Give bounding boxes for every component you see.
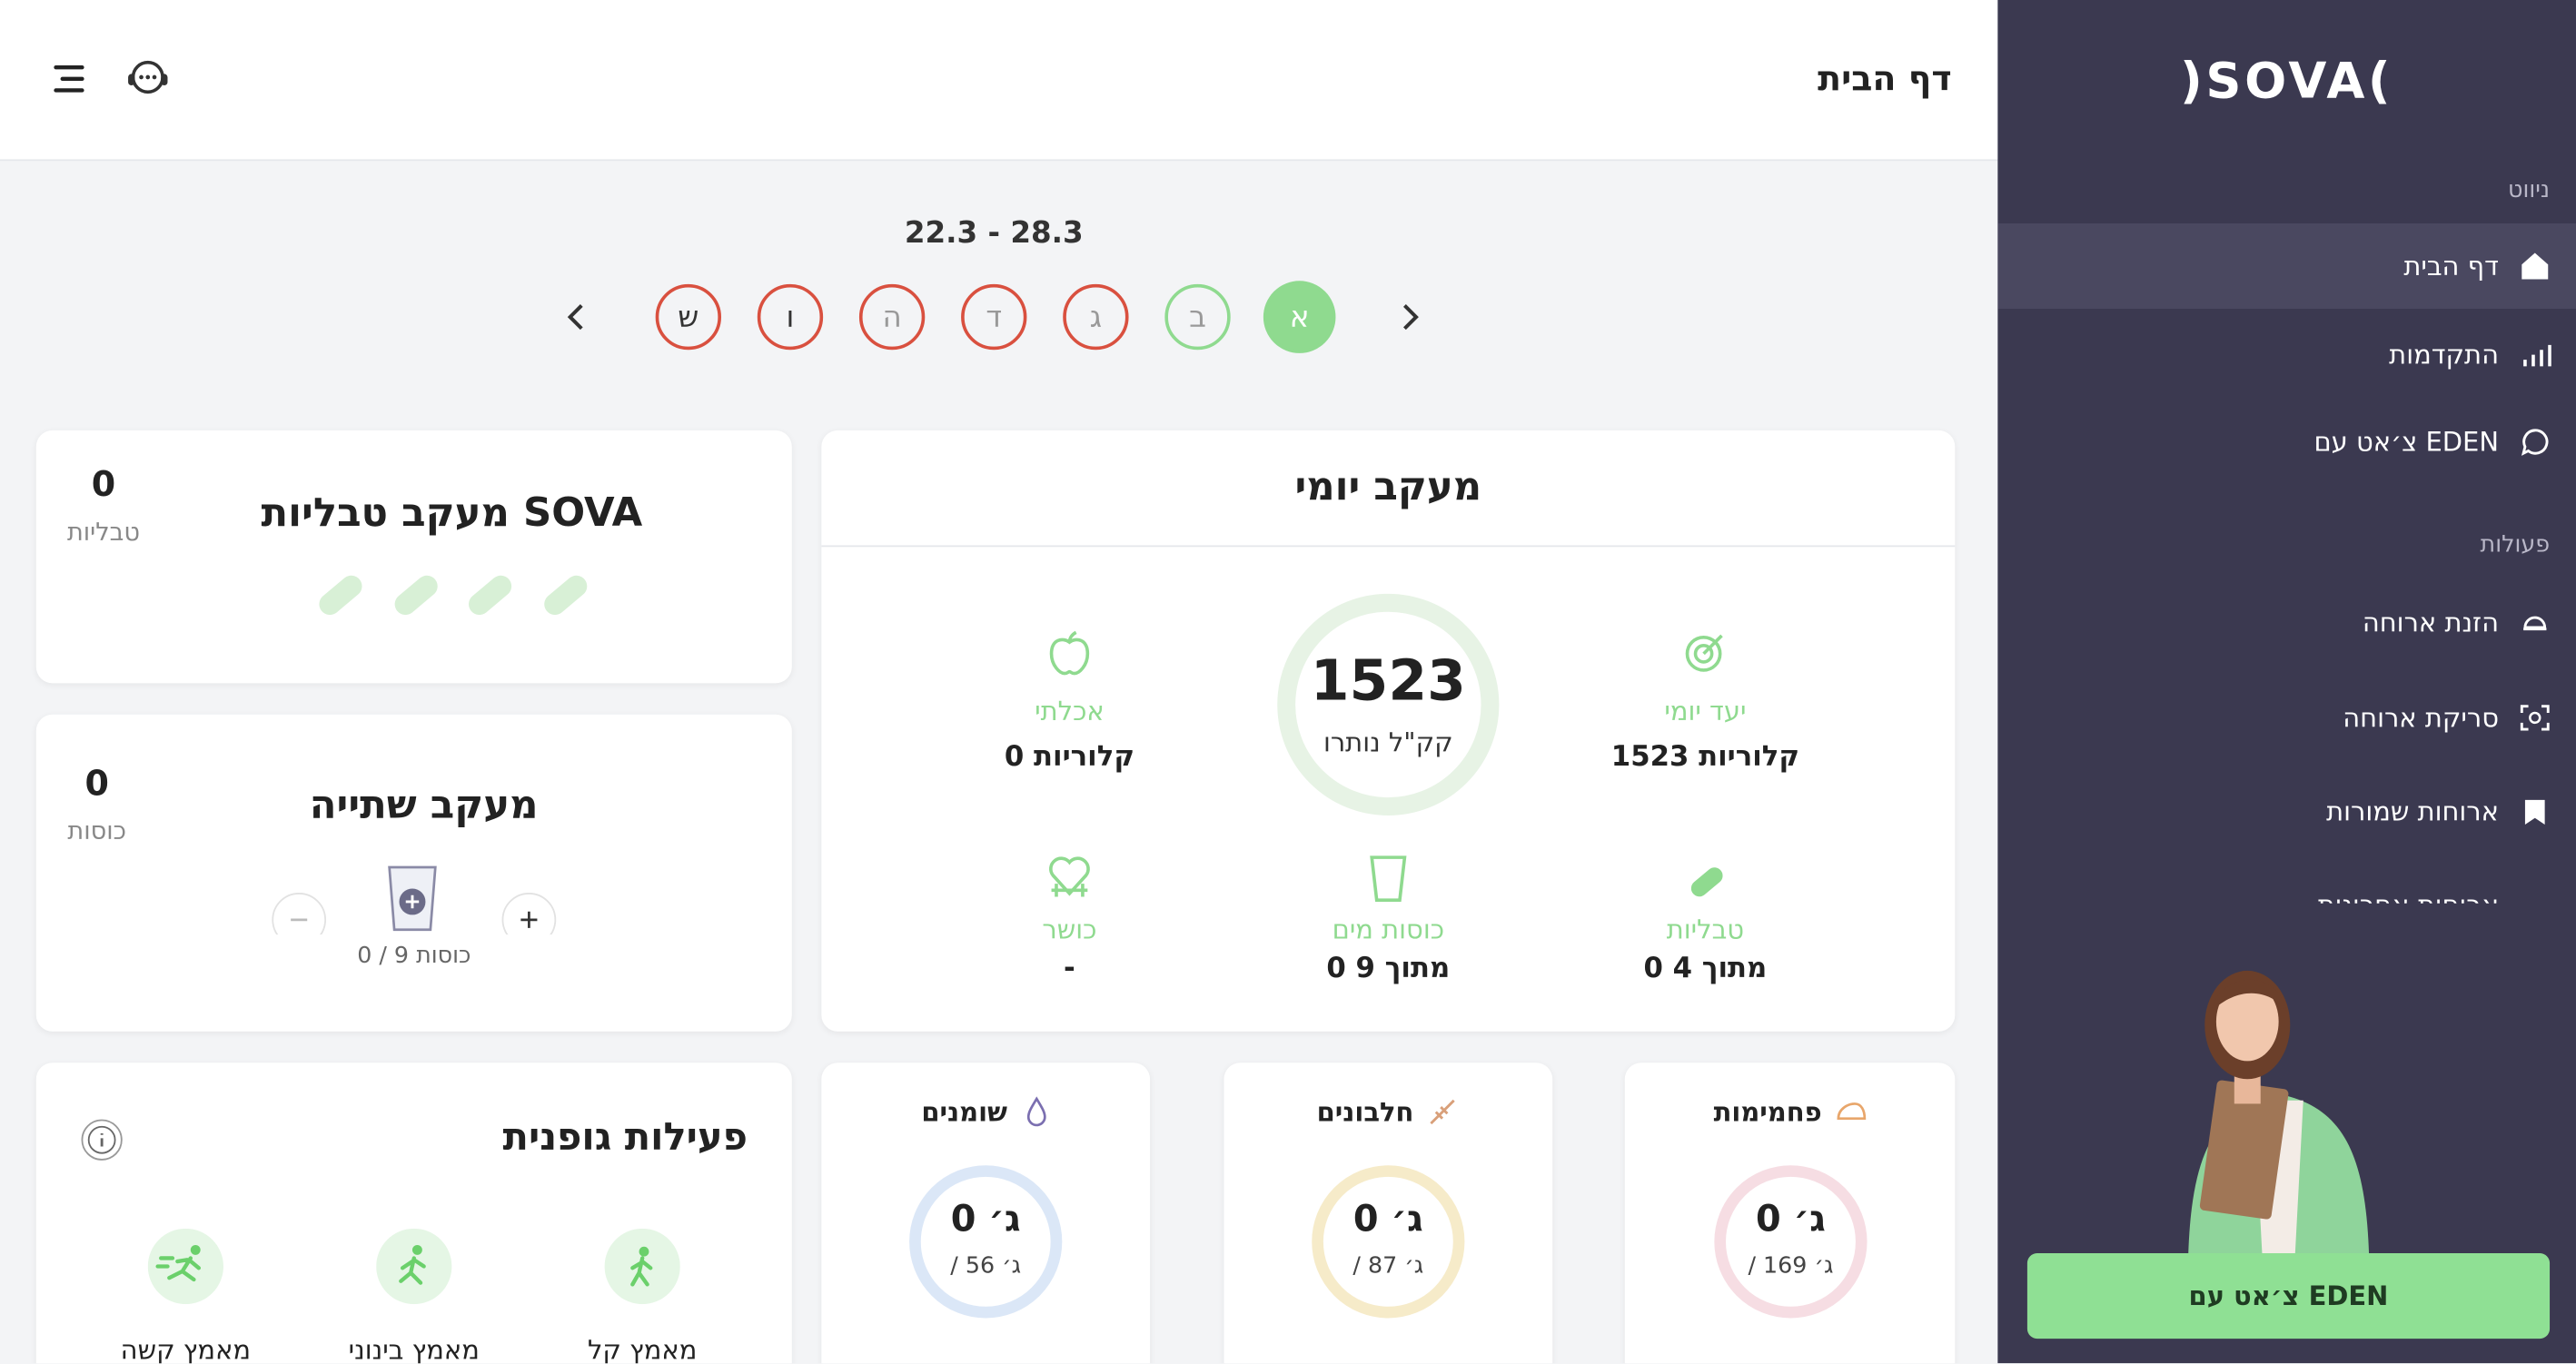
activity-card: פעילות גופנית מאמץ קל מאמץ בינוני מאמץ ק… — [35, 1063, 792, 1364]
support-icon[interactable] — [124, 55, 173, 102]
macro-card: חלבונים 0 ג׳ / 87 ג׳ — [1224, 1063, 1553, 1364]
fitness-label: כושר — [1042, 914, 1097, 945]
macro-ring — [1312, 1165, 1465, 1319]
day[interactable]: ו — [757, 283, 824, 351]
divider — [821, 545, 1956, 548]
day[interactable]: ש — [655, 283, 722, 351]
add-glass[interactable] — [384, 863, 440, 935]
drinks-count: 0 — [84, 764, 109, 804]
week-range: 22.3 - 28.3 — [904, 215, 1084, 251]
section-heading: ניווט — [2508, 177, 2551, 204]
pills-unit: טבליות — [66, 517, 140, 548]
eaten-label: אכלתי — [1035, 695, 1105, 727]
medium-icon[interactable] — [376, 1228, 452, 1305]
card-title: מעקב יומי — [1294, 463, 1482, 509]
card-title: פעילות גופנית — [502, 1116, 748, 1160]
light-icon[interactable] — [604, 1228, 680, 1305]
chat-button[interactable]: צ׳אט עם EDEN — [2026, 1253, 2551, 1339]
water-label: כוסות מים — [1332, 914, 1445, 945]
pills-value: 0 מתוך 4 — [1643, 953, 1768, 986]
pill-slots[interactable] — [312, 568, 595, 621]
goal-icon — [1685, 634, 1723, 672]
macro-value: 0 ג׳ — [1755, 1200, 1826, 1241]
minus-button[interactable] — [270, 863, 342, 935]
drinks-unit: כוסות — [67, 815, 126, 846]
page-title: דף הבית — [1818, 59, 1952, 99]
apple-icon — [1049, 630, 1090, 676]
calorie-ring — [1277, 593, 1500, 816]
activity-level: מאמץ קשה — [120, 1334, 252, 1364]
card-title: מעקב שתייה — [309, 781, 539, 828]
protein-icon — [1430, 1099, 1455, 1125]
active-row — [1997, 222, 2576, 310]
macro-card: שומנים 0 ג׳ / 56 ג׳ — [821, 1063, 1151, 1364]
macro-target: / 169 ג׳ — [1748, 1253, 1834, 1280]
pills-label: טבליות — [1666, 914, 1745, 945]
fitness-value: - — [1064, 953, 1075, 986]
goal-value: 1523 קלוריות — [1610, 740, 1800, 774]
hard-icon[interactable] — [147, 1228, 223, 1305]
macro-name: שומנים — [921, 1096, 1007, 1128]
drinks-progress: 0 / 9 כוסות — [357, 943, 471, 970]
action-item[interactable]: ארוחות שמורות — [2326, 796, 2499, 827]
macro-card: פחמימות 0 ג׳ / 169 ג׳ — [1624, 1063, 1956, 1364]
section-heading: פעולות — [2480, 532, 2551, 558]
action-item[interactable]: ארוחות אחרונות — [2317, 889, 2499, 903]
fitness-icon — [1049, 856, 1090, 897]
info-icon[interactable] — [81, 1119, 124, 1161]
chat-button-label: צ׳אט עם EDEN — [2188, 1280, 2389, 1312]
nav-item[interactable]: התקדמות — [2389, 339, 2499, 371]
macro-ring — [1714, 1165, 1868, 1319]
drinks-card: מעקב שתייה 0 כוסות 0 / 9 כוסות — [35, 714, 792, 1032]
macro-name: חלבונים — [1316, 1096, 1414, 1128]
card-title: מעקב טבליות SOVA — [261, 489, 643, 536]
pills-count: 0 — [91, 464, 116, 505]
macro-target: / 87 ג׳ — [1352, 1253, 1424, 1280]
logo[interactable]: )SOVA( — [2179, 53, 2394, 112]
macro-value: 0 ג׳ — [1352, 1200, 1423, 1241]
macro-value: 0 ג׳ — [950, 1200, 1021, 1241]
action-item[interactable]: הזנת ארוחה — [2362, 607, 2499, 638]
day[interactable]: ג — [1063, 283, 1129, 351]
meal-icon — [2523, 616, 2547, 631]
macro-ring — [909, 1165, 1063, 1319]
plus-button[interactable] — [496, 863, 569, 935]
prev-week[interactable] — [563, 301, 590, 333]
day[interactable]: א — [1263, 281, 1336, 353]
chat-icon — [2521, 429, 2549, 456]
water-icon — [1370, 855, 1407, 902]
pill-icon — [1690, 867, 1723, 897]
header: דף הבית — [0, 0, 1998, 162]
daily-card: מעקב יומי 1523 קק"ל נותרו יעד יומי 1523 … — [821, 430, 1956, 1032]
water-value: 0 מתוך 9 — [1326, 953, 1451, 986]
progress-icon — [2523, 344, 2551, 367]
macro-name: פחמימות — [1713, 1096, 1822, 1128]
avatar — [2188, 970, 2370, 1255]
day[interactable]: ד — [961, 283, 1027, 351]
bookmark-icon — [2524, 799, 2545, 825]
sidebar: )SOVA( ניווט דף הבית התקדמות צ׳אט עם EDE… — [1997, 0, 2576, 1364]
scan-icon — [2520, 705, 2550, 731]
fat-icon — [1026, 1096, 1046, 1127]
next-week[interactable] — [1398, 301, 1424, 333]
nav-item[interactable]: דף הבית — [2403, 250, 2499, 282]
remaining-label: קק"ל נותרו — [1323, 726, 1453, 758]
nav-item[interactable]: צ׳אט עם EDEN — [2313, 426, 2499, 458]
goal-label: יעד יומי — [1664, 695, 1747, 727]
pills-card: מעקב טבליות SOVA 0 טבליות — [35, 430, 792, 684]
day[interactable]: ה — [858, 283, 926, 351]
remaining-value: 1523 — [1310, 648, 1466, 715]
carb-icon — [1837, 1102, 1867, 1121]
activity-level: מאמץ קל — [587, 1334, 698, 1364]
clip: ארוחות אחרונות — [1997, 887, 2576, 903]
menu-icon[interactable] — [53, 63, 85, 95]
activity-level: מאמץ בינוני — [348, 1334, 480, 1364]
macro-target: / 56 ג׳ — [950, 1253, 1022, 1280]
home-icon — [2522, 252, 2549, 280]
eaten-value: 0 קלוריות — [1004, 740, 1134, 774]
day[interactable]: ב — [1164, 283, 1231, 351]
action-item[interactable]: סריקת ארוחה — [2343, 702, 2499, 734]
